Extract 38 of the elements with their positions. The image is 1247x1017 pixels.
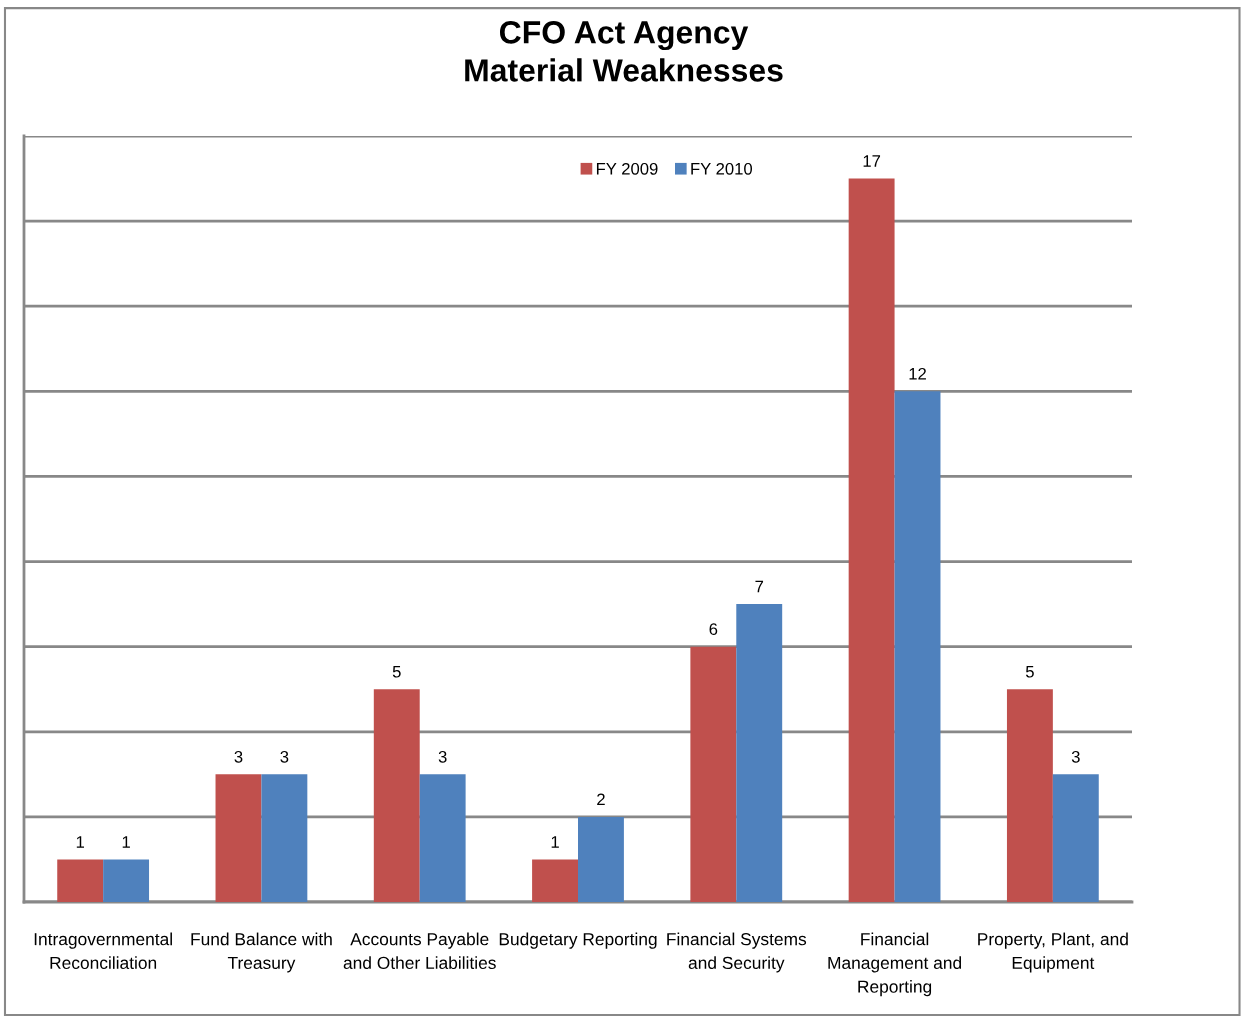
data-label: 2 xyxy=(597,793,605,806)
x-tick-label: Fund Balance with Treasury xyxy=(191,932,332,973)
x-tick-label: Financial Management and Reporting xyxy=(828,932,962,997)
bar xyxy=(736,604,783,902)
bar xyxy=(848,178,895,902)
bar xyxy=(1052,774,1099,902)
x-tick-label: Financial Systems and Security xyxy=(667,932,807,973)
data-label: 5 xyxy=(1025,665,1034,678)
data-label: 3 xyxy=(234,750,243,763)
legend-label: FY 2009 xyxy=(596,162,658,175)
legend-label: FY 2010 xyxy=(691,162,753,175)
data-label: 3 xyxy=(280,750,289,763)
data-label: 5 xyxy=(392,665,401,678)
x-tick-label: Property, Plant, and Equipment xyxy=(978,932,1128,973)
bar xyxy=(419,774,466,902)
bar xyxy=(103,859,150,902)
data-label: 7 xyxy=(755,580,764,593)
bar xyxy=(532,859,578,902)
bar xyxy=(690,646,737,902)
bar xyxy=(373,689,420,902)
data-label: 6 xyxy=(709,623,718,636)
bar xyxy=(894,391,941,902)
data-label: 1 xyxy=(122,836,130,848)
bar xyxy=(261,774,308,902)
data-label: 17 xyxy=(863,155,881,167)
chart-title: CFO Act Agency Material Weaknesses xyxy=(465,21,783,82)
x-tick-label: Intragovernmental Reconciliation xyxy=(34,932,172,970)
data-label: 1 xyxy=(76,836,85,848)
data-label: 3 xyxy=(438,750,447,763)
x-tick-label: Accounts Payable and Other Liabilities xyxy=(343,932,496,970)
data-label: 1 xyxy=(551,836,559,848)
bar xyxy=(578,816,624,902)
data-label: 12 xyxy=(909,367,926,380)
bar xyxy=(215,774,262,902)
bar xyxy=(1006,689,1053,902)
bar xyxy=(57,859,104,902)
x-tick-label: Budgetary Reporting xyxy=(499,932,657,949)
data-label: 3 xyxy=(1071,750,1080,763)
